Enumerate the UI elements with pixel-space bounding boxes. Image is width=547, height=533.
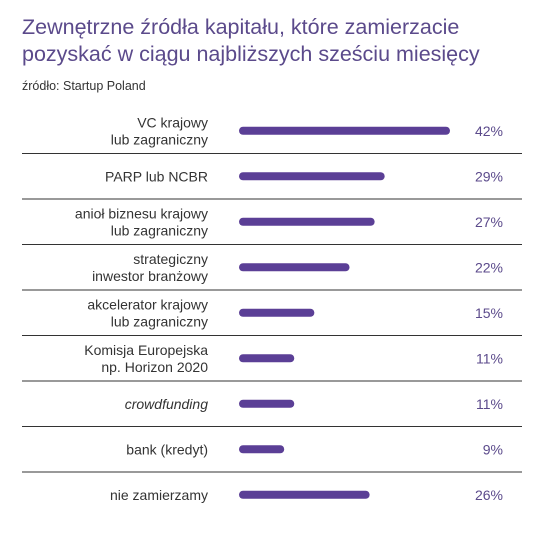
value-label: 9% xyxy=(483,441,503,457)
value-label: 15% xyxy=(475,305,503,321)
category-label-line: np. Horizon 2020 xyxy=(101,359,208,375)
bar xyxy=(239,490,370,499)
bar xyxy=(239,354,295,363)
category-label: akcelerator krajowy lub zagraniczny xyxy=(87,296,208,329)
category-label: anioł biznesu krajowy lub zagraniczny xyxy=(75,205,208,238)
value-label: 42% xyxy=(475,123,503,139)
category-label-line: bank (kredyt) xyxy=(126,441,208,457)
category-label: PARP lub NCBR xyxy=(105,168,208,184)
value-label: 22% xyxy=(475,259,503,275)
chart-title: Zewnętrzne źródła kapitału, które zamier… xyxy=(22,15,480,66)
category-label: VC krajowy lub zagraniczny xyxy=(111,114,208,147)
value-label: 29% xyxy=(475,168,503,184)
bar xyxy=(239,445,285,454)
category-label: nie zamierzamy xyxy=(110,487,208,503)
category-label-line: lub zagraniczny xyxy=(111,313,208,329)
bar xyxy=(239,126,450,135)
bar xyxy=(239,308,315,317)
category-label: strategiczny inwestor branżowy xyxy=(92,251,208,284)
bar xyxy=(239,217,375,226)
category-label-line: nie zamierzamy xyxy=(110,487,208,503)
category-label-line: VC krajowy xyxy=(137,114,208,130)
bar xyxy=(239,399,295,408)
category-label-line: PARP lub NCBR xyxy=(105,168,208,184)
category-label-line: anioł biznesu krajowy xyxy=(75,205,208,221)
category-label-line: akcelerator krajowy xyxy=(87,296,208,312)
category-label: crowdfunding xyxy=(125,396,208,412)
value-label: 27% xyxy=(475,214,503,230)
category-label-line: strategiczny xyxy=(133,251,208,267)
category-label-line: inwestor branżowy xyxy=(92,268,208,284)
category-label-line: Komisja Europejska xyxy=(84,342,208,358)
value-label: 11% xyxy=(476,350,503,366)
value-label: 11% xyxy=(476,396,503,412)
category-label-line: crowdfunding xyxy=(125,396,208,412)
category-label: bank (kredyt) xyxy=(126,441,208,457)
value-label: 26% xyxy=(475,487,503,503)
chart-source: źródło: Startup Poland xyxy=(22,79,146,93)
category-label: Komisja Europejska np. Horizon 2020 xyxy=(84,342,208,375)
category-label-line: lub zagraniczny xyxy=(111,131,208,147)
bar xyxy=(239,172,385,181)
bar xyxy=(239,263,350,272)
category-label-line: lub zagraniczny xyxy=(111,222,208,238)
